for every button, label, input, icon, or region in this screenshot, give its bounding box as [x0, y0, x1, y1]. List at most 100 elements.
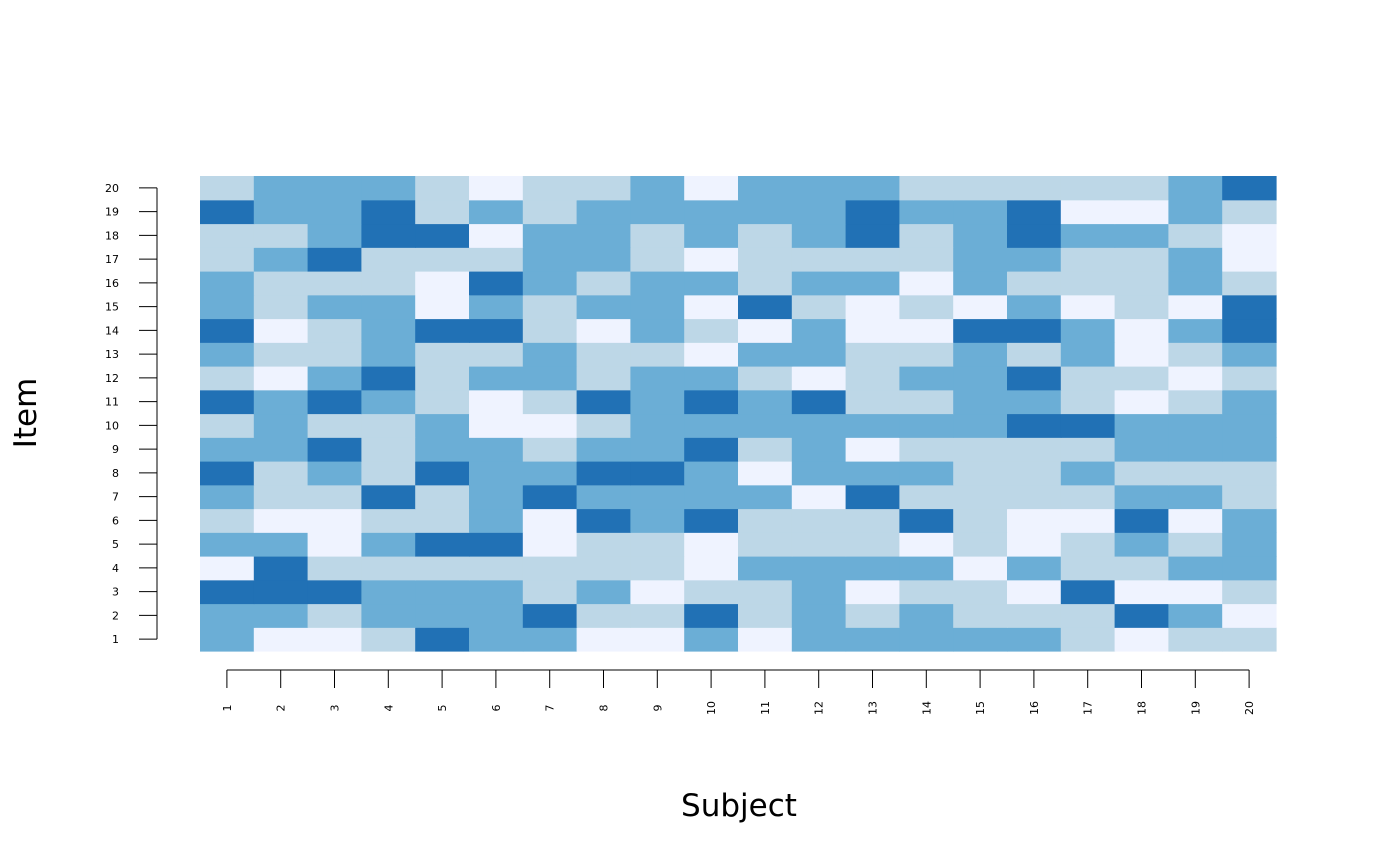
heatmap-cell-subject-5-item-14 — [415, 318, 470, 343]
heatmap-cells — [200, 176, 1277, 652]
heatmap-cell-subject-3-item-16 — [307, 271, 362, 296]
heatmap-cell-subject-14-item-20 — [899, 176, 954, 201]
heatmap-cell-subject-15-item-11 — [953, 389, 1008, 415]
heatmap-cell-subject-10-item-8 — [684, 461, 739, 486]
x-tick-label-1: 1 — [221, 705, 234, 712]
heatmap-cell-subject-5-item-11 — [415, 389, 470, 415]
heatmap-cell-subject-1-item-17 — [200, 247, 255, 272]
heatmap-cell-subject-9-item-12 — [630, 366, 685, 391]
heatmap-cell-subject-4-item-15 — [361, 294, 416, 320]
heatmap-cell-subject-13-item-12 — [845, 366, 900, 391]
heatmap-cell-subject-13-item-10 — [845, 413, 900, 438]
heatmap-cell-subject-8-item-8 — [576, 461, 631, 486]
heatmap-cell-subject-20-item-16 — [1222, 271, 1277, 296]
heatmap-cell-subject-14-item-13 — [899, 342, 954, 367]
heatmap-cell-subject-18-item-12 — [1114, 366, 1169, 391]
x-tick-label-6: 6 — [490, 705, 503, 712]
heatmap-cell-subject-6-item-19 — [469, 199, 524, 225]
heatmap-cell-subject-2-item-12 — [253, 366, 309, 391]
heatmap-cell-subject-15-item-3 — [953, 579, 1008, 605]
heatmap-cell-subject-4-item-18 — [361, 223, 416, 248]
heatmap-cell-subject-1-item-4 — [200, 556, 255, 581]
heatmap-cell-subject-16-item-20 — [1007, 176, 1062, 201]
heatmap-cell-subject-10-item-10 — [684, 413, 739, 438]
heatmap-cell-subject-14-item-14 — [899, 318, 954, 343]
heatmap-cell-subject-6-item-7 — [469, 484, 524, 510]
heatmap-cell-subject-11-item-8 — [738, 461, 793, 486]
heatmap-cell-subject-6-item-8 — [469, 461, 524, 486]
heatmap-cell-subject-8-item-5 — [576, 532, 631, 557]
heatmap-cell-subject-13-item-14 — [845, 318, 900, 343]
heatmap-cell-subject-4-item-11 — [361, 389, 416, 415]
heatmap-cell-subject-8-item-9 — [576, 437, 631, 462]
x-axis: 1 2 3 4 5 6 7 8 9 10 11 12 13 14 15 16 17 18 19 20 — [221, 669, 1256, 715]
heatmap-cell-subject-6-item-12 — [469, 366, 524, 391]
heatmap-cell-subject-5-item-9 — [415, 437, 470, 462]
heatmap-cell-subject-2-item-6 — [253, 508, 309, 533]
heatmap-cell-subject-12-item-20 — [791, 176, 847, 201]
heatmap-cell-subject-6-item-6 — [469, 508, 524, 533]
heatmap-cell-subject-16-item-14 — [1007, 318, 1062, 343]
y-tick-label-14: 14 — [105, 324, 119, 337]
heatmap-cell-subject-1-item-9 — [200, 437, 255, 462]
heatmap-cell-subject-4-item-9 — [361, 437, 416, 462]
heatmap-cell-subject-14-item-9 — [899, 437, 954, 462]
heatmap-cell-subject-17-item-7 — [1060, 484, 1116, 510]
heatmap-cell-subject-20-item-1 — [1222, 627, 1277, 652]
heatmap-cell-subject-1-item-2 — [200, 603, 255, 628]
heatmap-cell-subject-2-item-4 — [253, 556, 309, 581]
heatmap-cell-subject-15-item-7 — [953, 484, 1008, 510]
heatmap-cell-subject-18-item-6 — [1114, 508, 1169, 533]
heatmap-cell-subject-13-item-4 — [845, 556, 900, 581]
heatmap-cell-subject-13-item-18 — [845, 223, 900, 248]
heatmap-cell-subject-6-item-20 — [469, 176, 524, 201]
heatmap-cell-subject-6-item-15 — [469, 294, 524, 320]
heatmap-cell-subject-6-item-11 — [469, 389, 524, 415]
heatmap-cell-subject-20-item-15 — [1222, 294, 1277, 320]
heatmap-cell-subject-1-item-5 — [200, 532, 255, 557]
heatmap-cell-subject-8-item-18 — [576, 223, 631, 248]
heatmap-cell-subject-2-item-20 — [253, 176, 309, 201]
heatmap-cell-subject-17-item-20 — [1060, 176, 1116, 201]
heatmap-cell-subject-17-item-10 — [1060, 413, 1116, 438]
heatmap-cell-subject-2-item-19 — [253, 199, 309, 225]
heatmap-cell-subject-5-item-10 — [415, 413, 470, 438]
heatmap-cell-subject-17-item-13 — [1060, 342, 1116, 367]
heatmap-cell-subject-7-item-9 — [522, 437, 578, 462]
y-tick-label-13: 13 — [105, 348, 119, 361]
heatmap-cell-subject-18-item-19 — [1114, 199, 1169, 225]
heatmap-cell-subject-14-item-10 — [899, 413, 954, 438]
y-tick-label-6: 6 — [112, 514, 119, 527]
heatmap-cell-subject-14-item-17 — [899, 247, 954, 272]
heatmap-cell-subject-3-item-10 — [307, 413, 362, 438]
heatmap-cell-subject-8-item-16 — [576, 271, 631, 296]
heatmap-cell-subject-5-item-3 — [415, 579, 470, 605]
x-tick-label-4: 4 — [382, 705, 395, 712]
heatmap-cell-subject-12-item-11 — [791, 389, 847, 415]
heatmap-cell-subject-1-item-16 — [200, 271, 255, 296]
heatmap-cell-subject-6-item-9 — [469, 437, 524, 462]
heatmap-cell-subject-16-item-11 — [1007, 389, 1062, 415]
heatmap-cell-subject-5-item-4 — [415, 556, 470, 581]
heatmap-cell-subject-13-item-19 — [845, 199, 900, 225]
heatmap-cell-subject-7-item-12 — [522, 366, 578, 391]
x-tick-label-12: 12 — [813, 701, 826, 715]
heatmap-cell-subject-11-item-7 — [738, 484, 793, 510]
y-tick-label-4: 4 — [112, 562, 119, 575]
heatmap-cell-subject-4-item-16 — [361, 271, 416, 296]
heatmap-cell-subject-8-item-20 — [576, 176, 631, 201]
heatmap-cell-subject-20-item-14 — [1222, 318, 1277, 343]
heatmap-cell-subject-10-item-1 — [684, 627, 739, 652]
heatmap-cell-subject-9-item-8 — [630, 461, 685, 486]
heatmap-cell-subject-4-item-6 — [361, 508, 416, 533]
heatmap-cell-subject-12-item-8 — [791, 461, 847, 486]
heatmap-cell-subject-4-item-12 — [361, 366, 416, 391]
heatmap-cell-subject-17-item-16 — [1060, 271, 1116, 296]
heatmap-cell-subject-9-item-5 — [630, 532, 685, 557]
heatmap-cell-subject-11-item-2 — [738, 603, 793, 628]
heatmap-cell-subject-8-item-7 — [576, 484, 631, 510]
heatmap-cell-subject-5-item-12 — [415, 366, 470, 391]
heatmap-cell-subject-11-item-13 — [738, 342, 793, 367]
heatmap-cell-subject-11-item-3 — [738, 579, 793, 605]
